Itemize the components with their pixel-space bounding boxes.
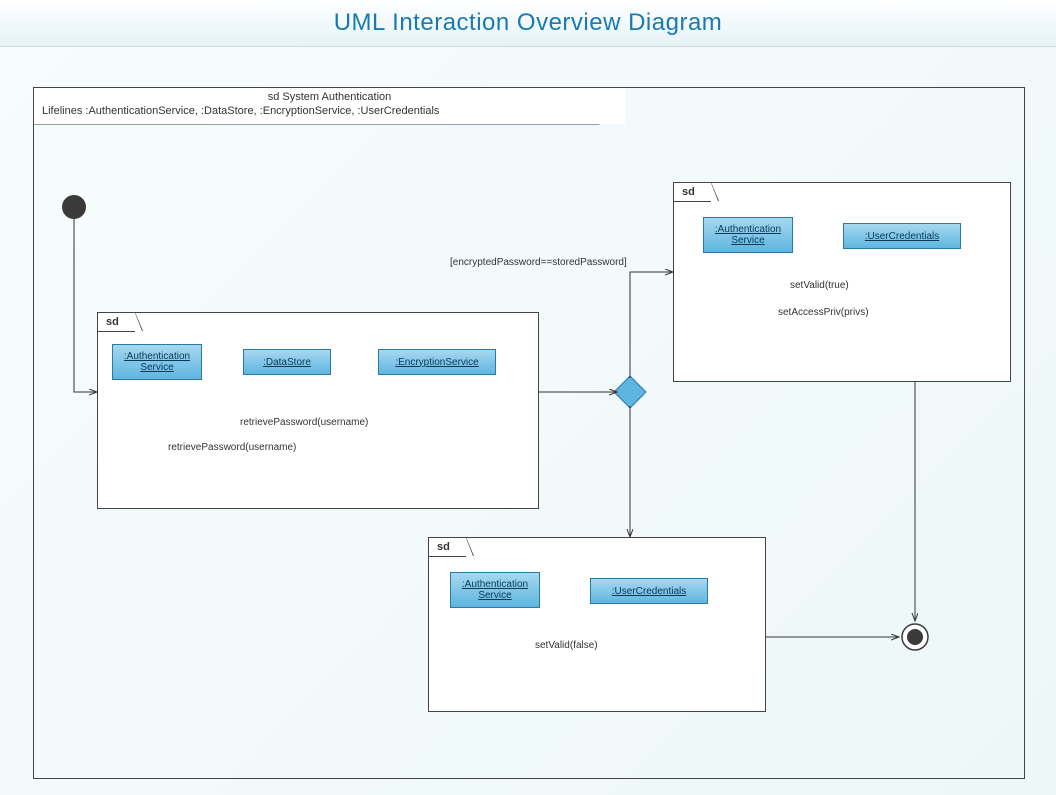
page-title: UML Interaction Overview Diagram [0, 0, 1056, 47]
sd-tab-bottom: sd [428, 537, 466, 557]
outer-tab-line2: Lifelines :AuthenticationService, :DataS… [42, 104, 617, 118]
guard-label: [encryptedPassword==storedPassword] [450, 257, 627, 268]
message-bottom-0: setValid(false) [535, 640, 598, 651]
message-left-1: retrievePassword(username) [168, 442, 296, 453]
outer-frame-tab: sd System Authentication Lifelines :Auth… [33, 87, 625, 124]
lifeline-left-1: :DataStore [243, 349, 331, 375]
lifeline-bottom-0: :AuthenticationService [450, 572, 540, 608]
message-left-0: retrievePassword(username) [240, 417, 368, 428]
lifeline-left-2: :EncryptionService [378, 349, 496, 375]
message-topright-1: setAccessPriv(privs) [778, 307, 869, 318]
message-topright-0: setValid(true) [790, 280, 849, 291]
lifeline-left-0: :AuthenticationService [112, 344, 202, 380]
diagram-canvas: sd System Authentication Lifelines :Auth… [0, 47, 1056, 795]
lifeline-topright-0: :AuthenticationService [703, 217, 793, 253]
lifeline-topright-1: :UserCredentials [843, 223, 961, 249]
sd-frame-left: sd [97, 312, 539, 509]
sd-frame-bottom: sd [428, 537, 766, 712]
sd-tab-left: sd [97, 312, 135, 332]
sd-tab-topright: sd [673, 182, 711, 202]
outer-tab-line1: sd System Authentication [42, 90, 617, 104]
lifeline-bottom-1: :UserCredentials [590, 578, 708, 604]
